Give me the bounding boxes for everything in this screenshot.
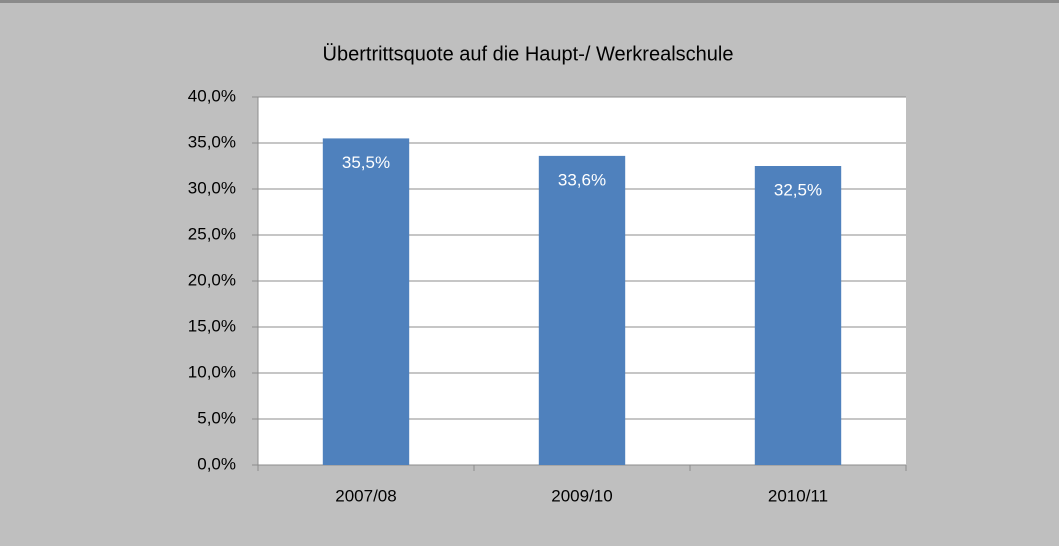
y-tick-label: 10,0% — [188, 362, 236, 381]
bar — [538, 155, 626, 465]
y-tick-label: 15,0% — [188, 316, 236, 335]
x-tick-label: 2007/08 — [335, 486, 396, 505]
y-tick-label: 5,0% — [197, 408, 236, 427]
data-label: 35,5% — [342, 153, 390, 172]
y-tick-label: 25,0% — [188, 224, 236, 243]
bar — [322, 138, 410, 465]
y-tick-label: 20,0% — [188, 270, 236, 289]
data-label: 33,6% — [558, 170, 606, 189]
y-tick-label: 40,0% — [188, 86, 236, 105]
data-label: 32,5% — [774, 180, 822, 199]
chart-title: Übertrittsquote auf die Haupt-/ Werkreal… — [323, 43, 734, 65]
y-tick-label: 0,0% — [197, 454, 236, 473]
x-tick-label: 2009/10 — [551, 486, 612, 505]
top-border — [0, 0, 1059, 3]
bar — [754, 166, 842, 465]
y-tick-label: 30,0% — [188, 178, 236, 197]
x-tick-label: 2010/11 — [768, 486, 828, 505]
y-tick-label: 35,0% — [188, 132, 236, 151]
